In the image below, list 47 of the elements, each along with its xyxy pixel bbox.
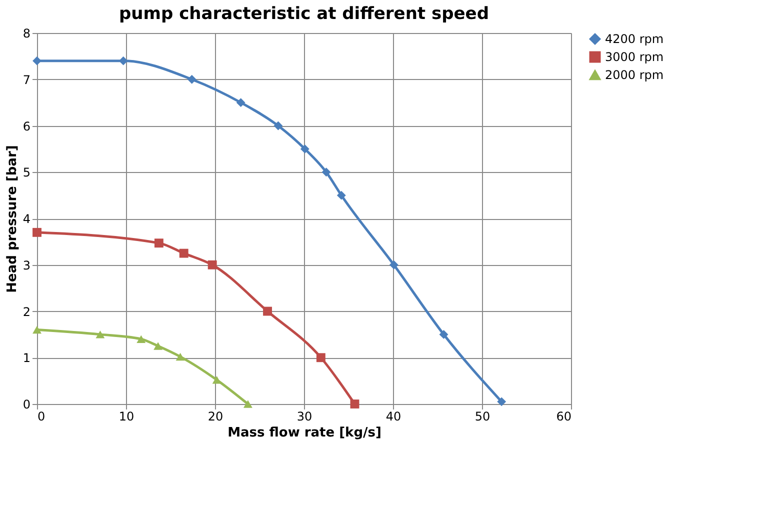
point xyxy=(179,248,188,258)
y-tick-label: 5 xyxy=(22,166,30,180)
point xyxy=(32,326,42,334)
point xyxy=(32,56,42,66)
point xyxy=(208,260,217,270)
point xyxy=(322,168,331,177)
point xyxy=(187,74,196,84)
point xyxy=(439,330,448,339)
point xyxy=(389,260,398,270)
x-tick-label: 30 xyxy=(296,410,312,424)
x-tick-label: 20 xyxy=(208,410,224,424)
x-tick-label: 50 xyxy=(474,410,490,424)
point xyxy=(350,400,360,408)
point xyxy=(497,397,506,406)
y-tick-label: 4 xyxy=(22,212,30,226)
y-tick-label: 1 xyxy=(22,351,30,366)
legend-label: 4200 rpm xyxy=(605,32,664,46)
x-tick-label: 0 xyxy=(38,410,46,424)
point xyxy=(336,190,346,200)
x-axis-title: Mass flow rate [kg/s] xyxy=(228,426,382,440)
point xyxy=(274,121,283,130)
x-tick-label: 40 xyxy=(386,410,402,424)
point xyxy=(32,228,42,237)
point xyxy=(316,353,326,362)
point xyxy=(96,330,105,338)
y-axis-title: Head pressure [bar] xyxy=(4,145,20,293)
point xyxy=(154,342,163,350)
chart-title: pump characteristic at different speed xyxy=(119,4,489,24)
y-tick-label: 6 xyxy=(22,119,30,134)
y-tick-label: 7 xyxy=(22,72,30,87)
y-tick-label: 8 xyxy=(22,26,30,40)
point xyxy=(154,238,164,248)
point xyxy=(263,306,272,316)
point xyxy=(243,400,252,408)
point xyxy=(176,352,185,361)
y-tick-label: 2 xyxy=(22,304,30,319)
point xyxy=(300,144,310,154)
legend-label: 2000 rpm xyxy=(605,68,664,82)
legend-label: 3000 rpm xyxy=(605,50,664,64)
point xyxy=(118,56,128,66)
point xyxy=(136,335,146,343)
x-tick-label: 60 xyxy=(556,410,572,424)
point xyxy=(212,376,222,384)
y-tick-label: 0 xyxy=(22,398,30,412)
point xyxy=(236,98,246,108)
x-tick-label: 10 xyxy=(118,410,134,424)
y-tick-label: 3 xyxy=(22,258,30,272)
